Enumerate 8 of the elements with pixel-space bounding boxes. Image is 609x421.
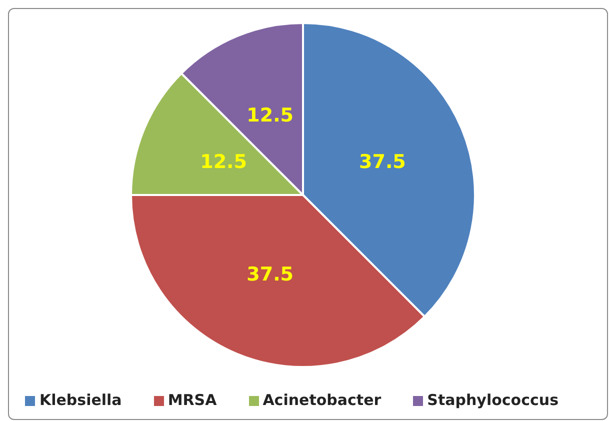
data-label: 12.5 xyxy=(200,151,247,174)
legend-label: Acinetobacter xyxy=(262,391,382,409)
legend-label: Staphylococcus xyxy=(427,391,558,409)
data-label: 12.5 xyxy=(246,104,294,127)
data-label: 37.5 xyxy=(246,263,294,286)
legend-label: Klebsiella xyxy=(39,391,122,409)
data-label: 37.5 xyxy=(359,151,406,174)
legend-label: MRSA xyxy=(168,391,217,409)
